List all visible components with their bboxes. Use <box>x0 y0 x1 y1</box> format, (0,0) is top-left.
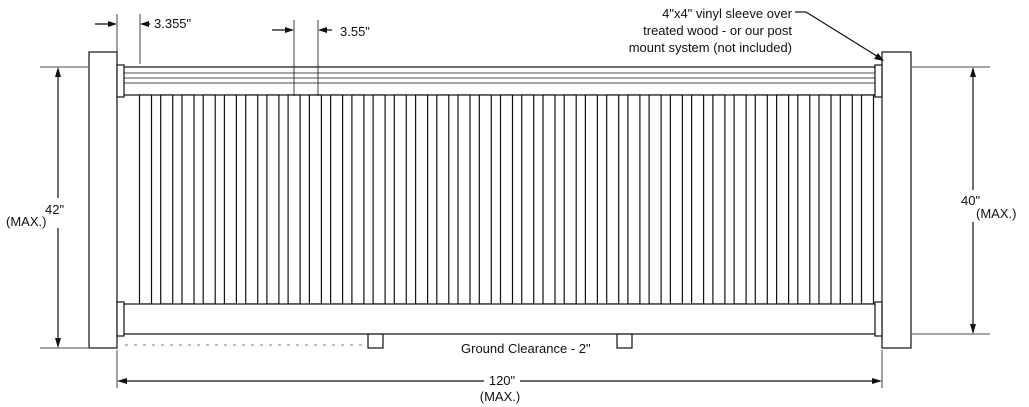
width-qualifier: (MAX.) <box>480 389 520 404</box>
arrowhead <box>970 67 976 77</box>
baluster <box>436 94 450 305</box>
bottom-rail-bracket-left <box>116 301 125 337</box>
baluster <box>521 94 535 305</box>
arrowhead <box>108 21 117 27</box>
right-height-value: 40" <box>961 193 980 208</box>
baluster-spacing-label: 3.55" <box>340 24 370 39</box>
bottom-rail-bracket-right <box>874 301 883 337</box>
arrowhead <box>874 53 884 61</box>
width-value: 120" <box>489 373 516 388</box>
right-height-qualifier: (MAX.) <box>976 206 1016 221</box>
baluster <box>775 94 790 305</box>
top-rail-bracket-left <box>116 64 125 98</box>
baluster <box>478 94 492 305</box>
top-rail <box>118 66 882 96</box>
baluster <box>712 94 726 305</box>
baluster <box>797 94 811 305</box>
baluster <box>287 94 301 305</box>
baluster <box>308 94 322 305</box>
baluster <box>499 94 514 305</box>
baluster-group <box>138 94 875 305</box>
arrowhead <box>55 67 61 77</box>
support-block <box>367 333 384 349</box>
baluster <box>245 94 259 305</box>
baluster <box>839 94 853 305</box>
ground-clearance-label: Ground Clearance - 2" <box>461 341 591 356</box>
arrowhead <box>318 27 327 33</box>
baluster <box>818 94 832 305</box>
post-note-line2: treated wood - or our post <box>643 23 792 38</box>
right-post <box>881 51 912 349</box>
bottom-rail <box>118 303 882 335</box>
baluster-width-label: 3.355" <box>154 16 192 31</box>
baluster <box>648 94 662 305</box>
arrowhead <box>55 338 61 348</box>
baluster <box>138 94 153 305</box>
baluster <box>372 94 386 305</box>
left-post <box>88 51 118 349</box>
baluster <box>457 94 471 305</box>
baluster <box>627 94 641 305</box>
baluster <box>202 94 216 305</box>
arrowhead <box>140 21 149 27</box>
baluster <box>181 94 195 305</box>
baluster <box>584 94 599 305</box>
baluster <box>754 94 768 305</box>
baluster <box>563 94 577 305</box>
baluster <box>266 94 280 305</box>
arrowhead <box>970 324 976 334</box>
arrowhead <box>285 27 294 33</box>
baluster <box>606 94 620 305</box>
top-rail-bracket-right <box>874 64 883 98</box>
baluster <box>415 94 429 305</box>
baluster <box>733 94 747 305</box>
baluster <box>223 94 237 305</box>
baluster <box>690 94 705 305</box>
post-note-line1: 4"x4" vinyl sleeve over <box>662 6 793 21</box>
baluster <box>542 94 556 305</box>
baluster <box>330 94 344 305</box>
left-height-value: 42" <box>45 202 64 217</box>
baluster <box>669 94 684 305</box>
support-block <box>616 333 633 349</box>
baluster <box>393 94 407 305</box>
arrowhead <box>117 378 127 384</box>
baluster <box>351 94 365 305</box>
left-height-qualifier: (MAX.) <box>6 214 46 229</box>
arrowhead <box>872 378 882 384</box>
post-note-line3: mount system (not included) <box>629 40 792 55</box>
baluster <box>160 94 174 305</box>
baluster <box>860 94 875 305</box>
leader-line <box>805 11 881 59</box>
